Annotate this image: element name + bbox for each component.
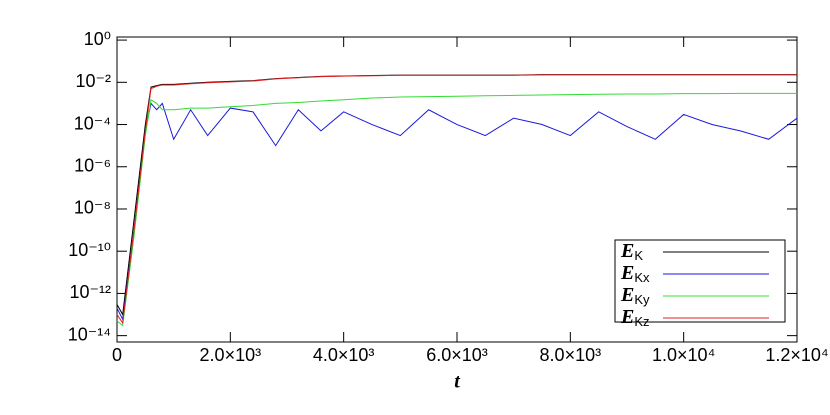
legend-symbol: E xyxy=(620,306,634,328)
legend-label: EK xyxy=(620,240,643,264)
x-tick-label: 6.0×10³ xyxy=(426,345,488,365)
series-line xyxy=(116,102,798,321)
y-tick-label: 10⁻⁴ xyxy=(74,113,111,133)
legend-label: EKz xyxy=(620,306,650,330)
legend-symbol: E xyxy=(620,240,634,262)
x-tick-label: 1.2×10⁴ xyxy=(765,345,828,365)
legend-subscript: Kz xyxy=(634,314,649,329)
x-tick-label: 4.0×10³ xyxy=(313,345,375,365)
legend-box xyxy=(614,239,786,323)
x-tick-label: 1.0×10⁴ xyxy=(652,345,715,365)
x-tick-label: 2.0×10³ xyxy=(200,345,262,365)
y-tick-label: 10⁻² xyxy=(75,71,111,91)
x-tick-label: 0 xyxy=(112,345,122,365)
legend-symbol: E xyxy=(620,284,634,306)
legend-label: EKy xyxy=(620,284,650,308)
legend-label: EKx xyxy=(620,262,650,286)
y-tick-label: 10⁻⁶ xyxy=(74,156,111,176)
y-tick-label: 10⁻¹² xyxy=(69,282,111,302)
legend-subscript: Kx xyxy=(634,270,650,285)
legend-subscript: Ky xyxy=(634,292,650,307)
legend-symbol: E xyxy=(620,262,634,284)
series-line xyxy=(116,74,797,325)
y-tick-label: 10⁻⁸ xyxy=(74,198,111,218)
y-tick-label: 10⁻¹⁰ xyxy=(68,240,111,260)
x-axis-label: t xyxy=(454,371,461,393)
legend-subscript: K xyxy=(634,248,643,263)
y-tick-label: 10⁻¹⁴ xyxy=(68,324,111,344)
series-line xyxy=(116,92,797,327)
y-tick-label: 10⁰ xyxy=(84,29,111,49)
x-tick-label: 8.0×10³ xyxy=(540,345,602,365)
